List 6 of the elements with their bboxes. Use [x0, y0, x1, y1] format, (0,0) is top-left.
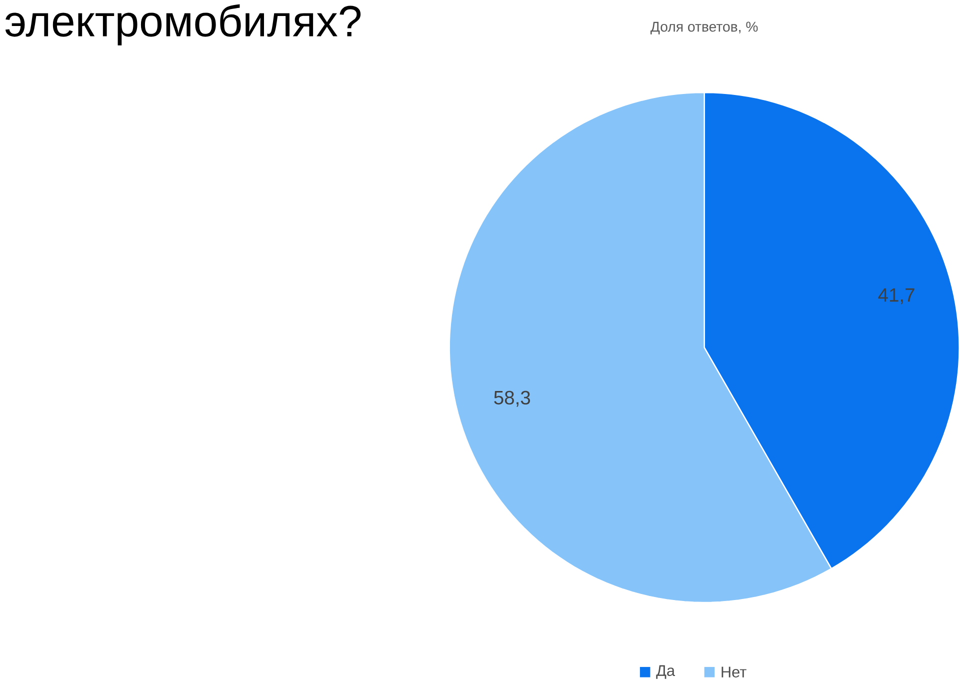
data-label: 58,3: [494, 390, 530, 407]
chart-subtitle: Доля ответов, %: [650, 22, 758, 34]
chart-title: электромобилях?: [5, 4, 361, 46]
legend-label: Нет: [722, 666, 746, 678]
legend-label: Да: [656, 665, 676, 679]
data-label: 41,7: [878, 288, 914, 304]
